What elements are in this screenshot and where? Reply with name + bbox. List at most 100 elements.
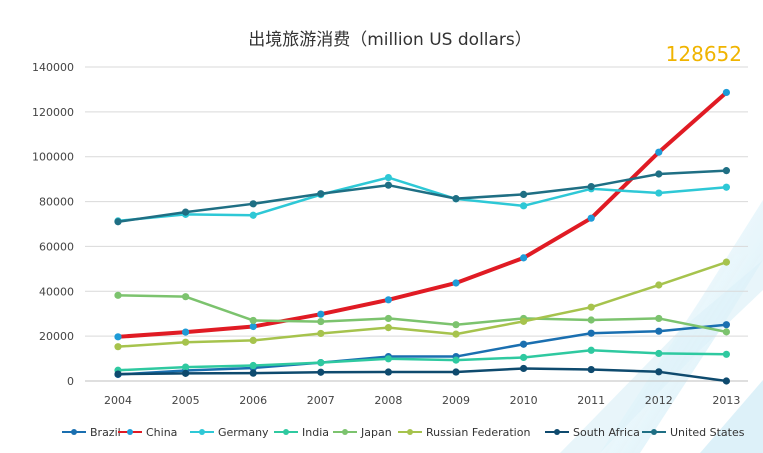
data-point-united-states — [655, 170, 663, 178]
data-point-japan — [249, 316, 257, 325]
y-tick-label: 40000 — [39, 285, 74, 298]
data-point-japan — [722, 328, 731, 336]
series-line-india — [117, 349, 727, 372]
data-point-russian-federation — [655, 281, 663, 289]
data-point-south-africa — [114, 370, 122, 378]
data-point-japan — [182, 293, 190, 301]
data-point-russian-federation — [317, 329, 325, 338]
y-tick-label: 20000 — [39, 330, 74, 343]
legend-marker-germany — [199, 429, 205, 435]
data-point-united-states — [384, 181, 392, 189]
data-point-india — [384, 355, 392, 363]
legend-label-south-africa: South Africa — [573, 426, 640, 439]
data-point-brazil — [587, 329, 595, 337]
data-point-china — [182, 328, 190, 336]
data-point-china — [452, 279, 460, 287]
x-tick-label: 2011 — [577, 394, 605, 407]
data-point-india — [520, 353, 528, 362]
data-point-india — [655, 349, 663, 358]
data-point-india — [452, 356, 460, 364]
data-point-china — [384, 296, 392, 304]
legend-label-india: India — [302, 426, 329, 439]
highlight-value: 128652 — [666, 42, 742, 66]
data-point-india — [249, 361, 257, 370]
data-point-india — [722, 350, 731, 358]
data-point-russian-federation — [182, 338, 190, 346]
data-point-brazil — [520, 340, 528, 348]
data-point-brazil — [722, 321, 731, 329]
series-line-russian-federation — [117, 260, 727, 348]
data-point-russian-federation — [520, 317, 528, 325]
x-tick-label: 2012 — [645, 394, 673, 407]
series-line-germany — [117, 176, 727, 223]
data-point-china — [317, 310, 325, 318]
chart-title: 出境旅游消费（million US dollars） — [248, 30, 532, 50]
x-tick-label: 2004 — [104, 394, 132, 407]
legend-marker-south-africa — [554, 429, 560, 435]
y-tick-label: 100000 — [32, 151, 74, 164]
data-point-japan — [587, 316, 595, 324]
data-point-russian-federation — [452, 330, 460, 338]
legend-label-germany: Germany — [218, 426, 269, 439]
legend-marker-united-states — [651, 429, 657, 435]
x-tick-label: 2006 — [239, 394, 267, 407]
data-point-china — [520, 254, 528, 262]
data-point-india — [182, 363, 190, 371]
legend-marker-china — [127, 429, 133, 435]
legend-marker-japan — [342, 429, 348, 435]
data-point-united-states — [114, 218, 122, 226]
data-point-united-states — [249, 200, 257, 208]
legend-label-china: China — [146, 426, 177, 439]
data-point-united-states — [520, 190, 528, 198]
legend-label-russian-federation: Russian Federation — [426, 426, 530, 439]
data-point-south-africa — [249, 369, 257, 377]
y-tick-label: 140000 — [32, 61, 74, 74]
axes: 0 20000 40000 60000 80000 100000 120000 140000 2… — [32, 61, 748, 407]
data-point-south-africa — [182, 369, 190, 377]
data-point-china — [587, 214, 595, 222]
data-point-united-states — [452, 195, 460, 203]
series — [114, 88, 731, 385]
data-point-south-africa — [587, 365, 595, 374]
data-point-japan — [384, 314, 392, 323]
data-point-japan — [452, 321, 460, 329]
data-point-germany — [384, 173, 392, 182]
data-point-india — [587, 346, 595, 354]
data-point-south-africa — [722, 377, 731, 385]
data-point-china — [722, 88, 731, 97]
y-tick-label: 0 — [67, 375, 74, 388]
data-point-russian-federation — [249, 336, 257, 345]
data-point-united-states — [182, 208, 190, 216]
legend-marker-brazil — [71, 429, 77, 435]
series-line-china — [117, 90, 728, 339]
data-point-south-africa — [452, 368, 460, 376]
data-point-brazil — [655, 327, 663, 335]
data-point-united-states — [317, 190, 325, 198]
y-tick-label: 80000 — [39, 196, 74, 209]
data-point-germany — [249, 211, 257, 219]
x-tick-label: 2013 — [712, 394, 740, 407]
series-line-south-africa — [117, 367, 727, 383]
background-decoration — [560, 200, 763, 453]
data-point-russian-federation — [384, 324, 392, 332]
series-line-japan — [117, 294, 727, 334]
x-tick-label: 2009 — [442, 394, 470, 407]
series-line-brazil — [117, 323, 727, 376]
legend-label-japan: Japan — [360, 426, 392, 439]
series-line-united-states — [117, 169, 727, 223]
x-tick-label: 2005 — [172, 394, 200, 407]
x-tick-label: 2007 — [307, 394, 335, 407]
data-point-south-africa — [317, 368, 325, 376]
data-point-russian-federation — [587, 303, 595, 311]
data-point-united-states — [587, 182, 595, 191]
data-point-south-africa — [520, 364, 528, 373]
legend-label-united-states: United States — [670, 426, 745, 439]
data-point-japan — [317, 317, 325, 326]
data-point-japan — [114, 291, 122, 299]
data-point-russian-federation — [722, 258, 731, 266]
data-point-japan — [655, 314, 663, 323]
y-tick-label: 60000 — [39, 240, 74, 253]
x-tick-label: 2008 — [374, 394, 402, 407]
